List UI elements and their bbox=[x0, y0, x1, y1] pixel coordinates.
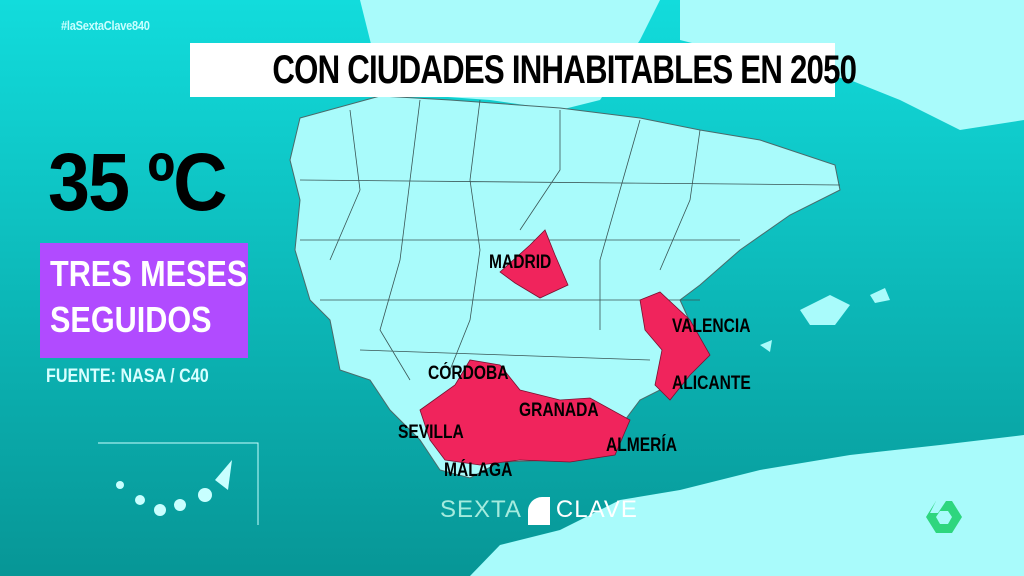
duration-line: TRES MESES bbox=[50, 253, 248, 294]
headline: CON CIUDADES INHABITABLES EN 2050 bbox=[190, 43, 857, 97]
label-alicante: ALICANTE bbox=[672, 373, 751, 394]
region-madrid[interactable] bbox=[499, 229, 569, 299]
program-logo-left: SEXTA bbox=[440, 496, 522, 523]
province-borders bbox=[299, 99, 841, 381]
label-almeria: ALMERÍA bbox=[606, 435, 677, 456]
africa-land bbox=[470, 435, 1024, 576]
label-madrid: MADRID bbox=[489, 252, 552, 273]
label-malaga: MÁLAGA bbox=[444, 460, 513, 481]
label-granada: GRANADA bbox=[519, 400, 599, 421]
headline-text: CON CIUDADES INHABITABLES EN 2050 bbox=[272, 48, 857, 92]
duration-line: SEGUIDOS bbox=[50, 299, 212, 340]
label-sevilla: SEVILLA bbox=[398, 422, 464, 443]
channel-logo-icon bbox=[926, 501, 962, 533]
canary-inset-frame bbox=[98, 442, 259, 525]
quote-mark-icon bbox=[527, 496, 550, 525]
source: FUENTE: NASA / C40 bbox=[46, 366, 209, 387]
duration-box: TRES MESES SEGUIDOS bbox=[40, 243, 248, 358]
label-cordoba: CÓRDOBA bbox=[428, 363, 509, 384]
balearic-islands bbox=[760, 288, 890, 352]
program-logo: SEXTA CLAVE bbox=[440, 496, 638, 525]
region-valencia-alicante[interactable] bbox=[639, 291, 711, 401]
canary-islands bbox=[116, 460, 232, 516]
program-logo-right: CLAVE bbox=[555, 496, 638, 523]
hashtag: #laSextaClave840 bbox=[61, 18, 150, 33]
france-land bbox=[360, 0, 1024, 130]
region-andalucia[interactable] bbox=[419, 359, 631, 466]
label-valencia: VALENCIA bbox=[672, 316, 751, 337]
temperature: 35 ºC bbox=[48, 137, 228, 228]
